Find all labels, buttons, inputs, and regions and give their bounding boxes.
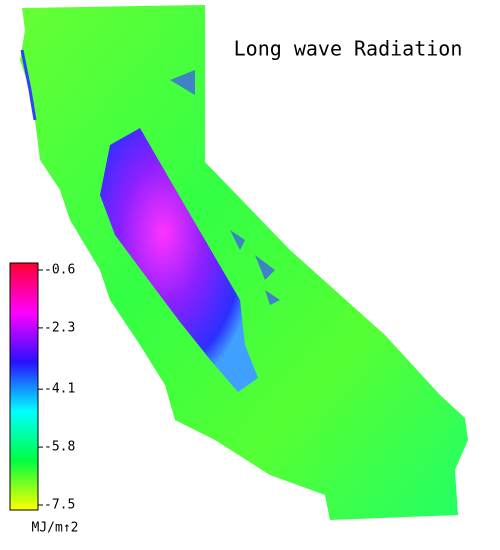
colorbar-tick-label: -5.8	[44, 440, 75, 455]
coast-blue	[20, 49, 37, 121]
colorbar-tick-label: -4.1	[44, 382, 75, 397]
colorbar-tick-label: -2.3	[44, 320, 75, 335]
colorbar	[9, 262, 39, 511]
central-valley	[100, 128, 258, 392]
colorbar-tick-label: -0.6	[44, 263, 75, 278]
map-title: Long wave Radiation	[234, 37, 463, 61]
colorbar-unit: MJ/m↑2	[32, 521, 79, 536]
colorbar-tick-label: -7.5	[44, 498, 75, 513]
california-outline	[20, 5, 468, 520]
